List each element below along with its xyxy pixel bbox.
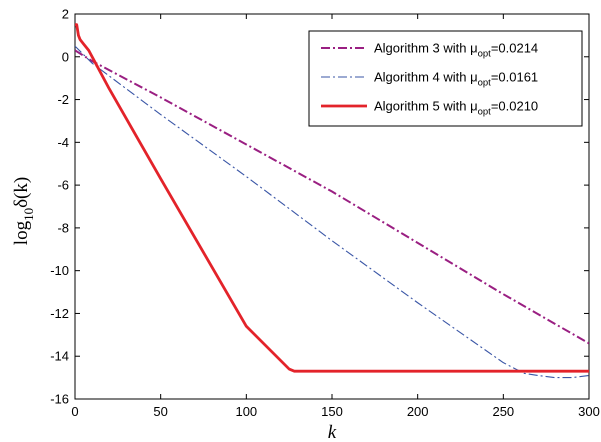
y-tick-label: -8 xyxy=(57,220,69,235)
ticks-layer: 0 50 100 150 200 250 300 -16 -14 -12 -10 -8 -6 -4 -2 0 2 xyxy=(50,7,600,420)
y-axis-label-main: log xyxy=(11,220,32,245)
y-tick-label: 2 xyxy=(62,7,69,22)
series-line-3 xyxy=(75,49,589,345)
y-tick-label: -6 xyxy=(57,178,69,193)
legend-label-tail: =0.0161 xyxy=(491,70,538,85)
y-tick-label: -4 xyxy=(57,135,69,150)
y-axis-label-sub: 10 xyxy=(21,208,36,221)
legend-label: Algorithm 5 with μopt=0.0210 xyxy=(374,99,538,118)
legend-label-sub: opt xyxy=(478,49,492,60)
y-tick-label: -2 xyxy=(57,92,69,107)
legend-label-sub: opt xyxy=(478,78,492,89)
x-tick-label: 250 xyxy=(492,404,514,419)
legend-label-tail: =0.0214 xyxy=(491,41,538,56)
legend-label: Algorithm 4 with μopt=0.0161 xyxy=(374,70,538,89)
legend-label-sub: opt xyxy=(478,107,492,118)
x-axis-label: k xyxy=(328,422,337,442)
series-line-4 xyxy=(75,45,589,379)
x-tick-label: 0 xyxy=(71,404,78,419)
x-tick-label: 100 xyxy=(235,404,257,419)
y-tick-label: 0 xyxy=(62,49,69,64)
x-tick-label: 150 xyxy=(321,404,343,419)
x-tick-label: 300 xyxy=(578,404,600,419)
y-tick-label: -14 xyxy=(50,349,69,364)
legend-label: Algorithm 3 with μopt=0.0214 xyxy=(374,41,538,60)
y-tick-label: -10 xyxy=(50,263,69,278)
legend-box xyxy=(308,30,583,127)
legend-label-main: Algorithm 4 with μ xyxy=(374,70,478,85)
legend-label-main: Algorithm 5 with μ xyxy=(374,99,478,114)
series-layer xyxy=(75,23,589,379)
x-tick-label: 200 xyxy=(407,404,429,419)
series-line-5 xyxy=(75,23,589,373)
legend-label-tail: =0.0210 xyxy=(491,99,538,114)
legend-label-main: Algorithm 3 with μ xyxy=(374,41,478,56)
x-tick-label: 50 xyxy=(153,404,167,419)
y-axis-label-tail: δ(k) xyxy=(11,177,32,208)
y-axis-label: log10δ(k) xyxy=(11,177,36,245)
y-tick-label: -16 xyxy=(50,392,69,407)
y-tick-label: -12 xyxy=(50,306,69,321)
